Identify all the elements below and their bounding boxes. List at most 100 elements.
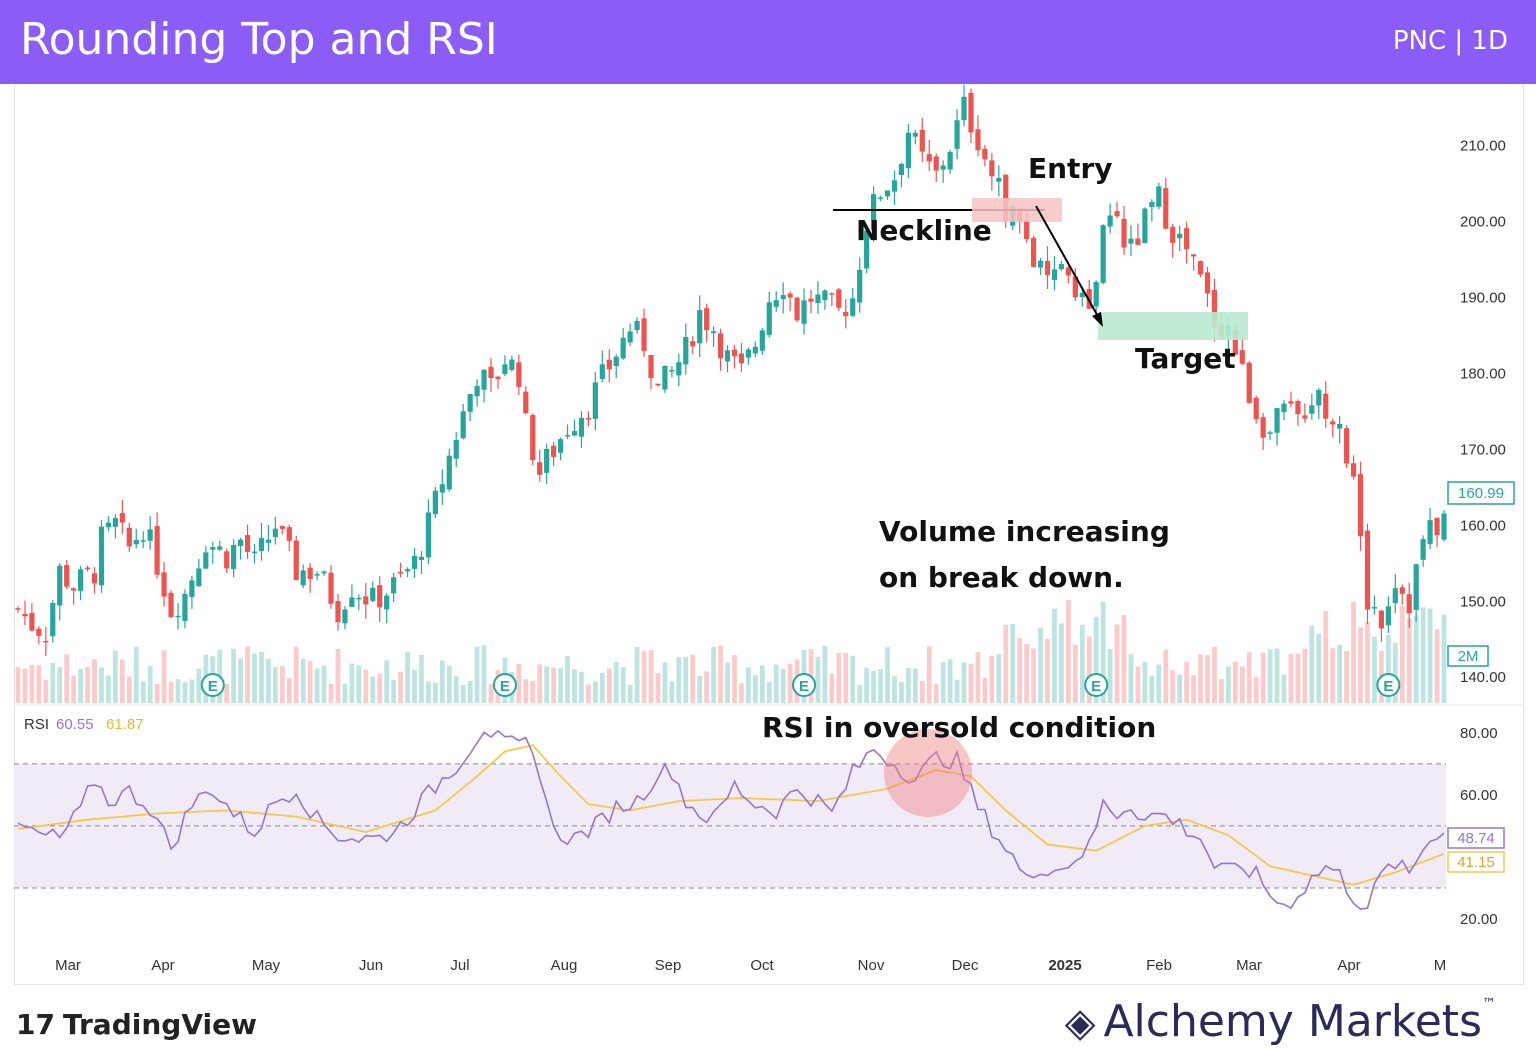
volume-bar	[516, 663, 522, 703]
volume-bar	[627, 684, 633, 703]
volume-bar	[1281, 674, 1287, 703]
volume-bar	[238, 658, 243, 703]
volume-bar	[912, 668, 918, 703]
tv-logo-icon: 17	[16, 1008, 55, 1041]
rsi-last-value: 48.74	[1457, 830, 1495, 847]
candle-body	[891, 180, 898, 192]
volume-bar	[620, 667, 626, 703]
volume-bar	[1420, 607, 1426, 703]
candle-body	[1135, 238, 1141, 245]
volume-bar	[613, 662, 619, 703]
candle-body	[606, 359, 612, 370]
volume-bar	[1441, 614, 1447, 703]
volume-bar	[544, 666, 550, 703]
candle-body	[279, 526, 285, 529]
volume-bar	[1135, 666, 1141, 703]
candle-body	[857, 269, 863, 303]
last-price-value: 160.99	[1458, 485, 1504, 502]
candle-body	[1253, 397, 1259, 420]
earnings-marker-1[interactable]	[492, 673, 517, 697]
candle-body	[140, 540, 146, 542]
price-tick-0: 210.00	[1460, 138, 1506, 155]
time-tick-6: Sep	[655, 957, 682, 974]
volume-bar	[43, 680, 49, 703]
candle-body	[641, 318, 647, 351]
chart-frame	[14, 84, 1524, 985]
volume-bar	[759, 665, 765, 703]
volume-bar	[725, 662, 730, 703]
volume-bar	[286, 678, 292, 703]
candle-body	[231, 545, 237, 570]
volume-bar	[1010, 623, 1016, 703]
volume-bar	[36, 665, 42, 703]
volume-bar	[676, 657, 682, 703]
volume-bar	[231, 648, 237, 703]
volume-bar	[1170, 670, 1176, 703]
volume-bar	[718, 645, 723, 703]
candle-body	[1204, 272, 1211, 294]
candle-body	[801, 300, 807, 324]
candle-body	[217, 546, 223, 550]
candle-body	[808, 298, 814, 302]
volume-bar	[363, 669, 369, 703]
candle-body	[1420, 539, 1426, 560]
brand-logo: ◈ Alchemy Markets™	[1064, 996, 1496, 1047]
volume-bar	[871, 670, 876, 703]
candle-body	[189, 580, 195, 597]
candle-body	[203, 552, 209, 569]
candle-body	[432, 490, 438, 515]
candle-body	[1128, 238, 1134, 244]
candle-body	[968, 92, 974, 133]
candle-body	[1030, 237, 1037, 267]
candle-body	[752, 346, 758, 354]
volume-bar	[1413, 615, 1419, 703]
chart-canvas[interactable]: 210.00 200.00 190.00 180.00 170.00 160.00 150.…	[0, 0, 1536, 1000]
volume-bar	[460, 684, 466, 703]
volume-bar	[474, 646, 480, 703]
earnings-marker-3[interactable]	[1084, 673, 1109, 697]
time-tick-12: Mar	[1236, 957, 1262, 974]
candle-body	[822, 290, 828, 301]
candle-body	[126, 527, 132, 547]
candle-body	[509, 359, 515, 370]
volume-bar	[1399, 606, 1405, 703]
candle-body	[1072, 276, 1078, 298]
candle-body	[384, 595, 390, 610]
volume-bar	[328, 683, 334, 703]
volume-bar	[523, 679, 529, 703]
volume-bar	[857, 684, 863, 703]
earnings-marker-2[interactable]	[792, 673, 817, 697]
time-tick-3: Jun	[359, 957, 383, 974]
price-tick-3: 180.00	[1460, 365, 1506, 382]
volume-bar	[377, 673, 383, 703]
volume-bar	[1232, 661, 1238, 703]
candle-body	[1399, 587, 1405, 594]
candle-body	[745, 349, 751, 358]
volume-bar	[488, 684, 494, 703]
volume-bar	[1288, 654, 1294, 703]
volume-bar	[1239, 666, 1245, 703]
candle-body	[1051, 269, 1058, 281]
volume-bar	[641, 651, 647, 703]
candle-body	[1323, 393, 1329, 419]
candle-body	[1239, 350, 1245, 364]
candle-body	[557, 439, 564, 453]
candle-body	[599, 364, 605, 380]
candle-body	[627, 331, 633, 343]
candle-body	[1337, 423, 1343, 429]
candle-body	[940, 165, 946, 170]
candle-body	[1260, 417, 1266, 438]
candle-body	[307, 567, 313, 580]
candle-body	[342, 609, 348, 624]
candle-body	[1065, 267, 1071, 276]
earnings-marker-4[interactable]	[1376, 673, 1401, 697]
candle-body	[982, 148, 988, 160]
earnings-marker-0[interactable]	[200, 673, 225, 697]
rsi-line	[17, 729, 1445, 910]
volume-bar	[335, 648, 341, 703]
chart-title: Rounding Top and RSI	[20, 14, 498, 65]
projection-arrow	[1035, 205, 1101, 321]
candle-body	[1197, 260, 1204, 275]
volume-bar	[1351, 601, 1356, 703]
volume-bar	[1198, 654, 1203, 703]
